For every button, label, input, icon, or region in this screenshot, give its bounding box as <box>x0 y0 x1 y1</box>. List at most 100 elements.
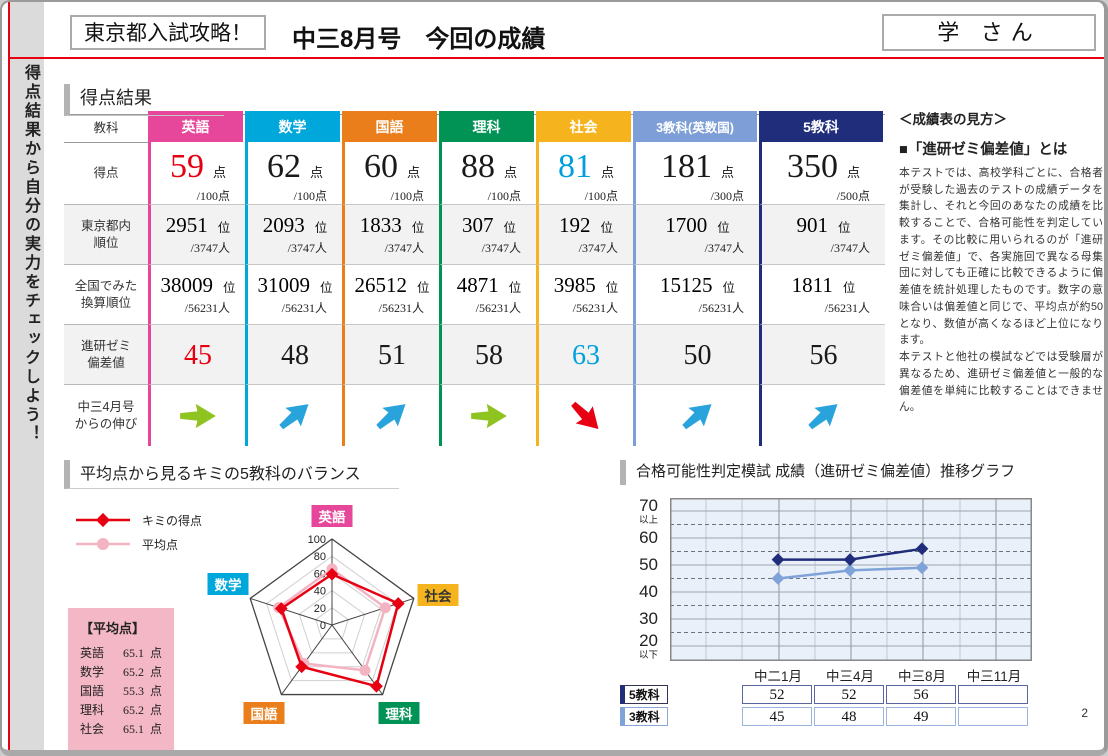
radar-point <box>370 679 383 693</box>
averages-box-title: 【平均点】 <box>80 621 146 636</box>
radar-tick-label: 80 <box>314 551 326 563</box>
rank-total: /3747人 <box>190 241 230 255</box>
trend-x-label: 中三8月 <box>897 669 947 684</box>
average-unit: 点 <box>150 646 163 660</box>
header-divider-line <box>8 57 1104 59</box>
subject-header-cell: 理科 <box>439 111 536 142</box>
radar-series-average <box>277 567 387 672</box>
score-table-cell <box>633 384 759 446</box>
rank-total: /56231人 <box>824 301 870 315</box>
radar-point <box>379 602 391 614</box>
subject-header-cell: 5教科 <box>759 111 885 142</box>
radar-axis-label-4: 国語 <box>243 702 285 724</box>
radar-chart-svg: 100 80 60 40 20 0 <box>249 534 415 696</box>
trend-table-cell: 56 <box>886 685 956 704</box>
rank-value: 307 <box>461 213 494 237</box>
trend-y-label: 60 <box>639 528 658 547</box>
trend-y-label: 40 <box>639 582 658 601</box>
rank-unit: 位 <box>411 221 425 235</box>
average-unit: 点 <box>150 684 163 698</box>
averages-box: 【平均点】 英語 65.1 点数学 65.2 点国語 55.3 点理科 65.2 点社会 65.1… <box>68 608 174 750</box>
score-value: 59 <box>169 148 204 185</box>
subject-header-cell: 英語 <box>148 111 245 142</box>
trend-table-cell: 52 <box>742 685 812 704</box>
radar-axis-label-1: 英語 <box>311 505 353 527</box>
trend-arrow-icon <box>807 403 838 429</box>
score-table-cell: 15125 位/56231人 <box>633 264 759 324</box>
score-table-cell: 307 位/3747人 <box>439 204 536 264</box>
left-sidebar-strip <box>10 2 44 750</box>
sidebar-vertical-text: 得点結果から自分の実力をチェックしよう！ <box>22 64 39 444</box>
rank-unit: 位 <box>605 281 619 295</box>
rank-value: 15125 <box>659 273 713 297</box>
trend-arrow-icon <box>681 403 712 429</box>
score-table-cell <box>342 384 439 446</box>
rank-value: 901 <box>796 213 828 237</box>
rank-total: /56231人 <box>184 301 230 315</box>
subject-header-tab: 3教科(英数国) <box>633 111 757 142</box>
score-table-cell: 63 <box>536 324 633 384</box>
balance-section-title: 平均点から見るキミの5教科のバランス <box>64 460 399 489</box>
score-table-cell: 88 点/100点 <box>439 142 536 204</box>
radar-tick-label: 100 <box>308 534 326 546</box>
score-value: 60 <box>363 148 398 185</box>
score-table-cell <box>536 384 633 446</box>
rank-value: 31009 <box>257 273 310 297</box>
rank-total: /56231人 <box>698 301 744 315</box>
score-table-cell: 59 点/100点 <box>148 142 245 204</box>
score-table-cell: 45 <box>148 324 245 384</box>
rank-unit: 位 <box>717 221 730 235</box>
trend-chart-y-axis: 70 以上 60 50 40 30 20 以下 <box>610 495 664 661</box>
radar-series-your-score <box>280 573 400 688</box>
average-row: 理科 65.2 点 <box>80 701 174 720</box>
rank-total: /56231人 <box>281 301 327 315</box>
rank-total: /3747人 <box>704 241 744 255</box>
radar-ring <box>298 589 366 654</box>
average-subject: 数学 <box>80 665 105 679</box>
subject-header-tab: 理科 <box>439 111 534 142</box>
score-unit: 点 <box>212 165 226 180</box>
rank-total: /56231人 <box>378 301 424 315</box>
trend-arrow-icon <box>471 403 507 428</box>
radar-axis-label-5: 数学 <box>207 573 249 595</box>
radar-tick-label: 20 <box>314 603 326 615</box>
average-row: 国語 55.3 点 <box>80 682 174 701</box>
averages-box-rows: 英語 65.1 点数学 65.2 点国語 55.3 点理科 65.2 点社会 65.1 点 <box>80 644 174 739</box>
score-table-cell: 1833 位/3747人 <box>342 204 439 264</box>
deviation-value: 51 <box>378 340 406 371</box>
rank-unit: 位 <box>222 281 236 295</box>
average-value: 65.1 <box>123 646 144 660</box>
radar-ring <box>265 555 399 682</box>
subject-header-cell: 3教科(英数国) <box>633 111 759 142</box>
rank-unit: 位 <box>314 221 328 235</box>
score-value: 350 <box>786 148 838 185</box>
score-table-row-label: 教科 <box>64 114 148 142</box>
left-red-accent-line <box>8 2 10 750</box>
rank-unit: 位 <box>416 281 430 295</box>
score-table-cell: 50 <box>633 324 759 384</box>
guide-paragraph-2: 本テストと他社の模試などでは受験層が異なるため、進研ゼミ偏差値と一般的な偏差値を… <box>899 351 1103 414</box>
radar-point <box>295 660 309 674</box>
rank-value: 26512 <box>354 273 407 297</box>
radar-ring <box>249 538 415 696</box>
average-row: 数学 65.2 点 <box>80 663 174 682</box>
trend-table-cell: 49 <box>886 707 956 726</box>
score-value: 181 <box>660 148 712 185</box>
score-table-cell: 1700 位/3747人 <box>633 204 759 264</box>
score-max: /100点 <box>487 189 521 203</box>
score-table-cell: 3985 位/56231人 <box>536 264 633 324</box>
average-value: 65.2 <box>123 703 144 717</box>
score-table: 教科 英語 数学 国語 理科 社会 3教科(英数国) 5教科 得点 59 点/100点 62 点/100… <box>64 111 885 446</box>
radar-tick-label: 60 <box>314 568 326 580</box>
trend-x-label: 中三4月 <box>825 669 875 684</box>
trend-table-cell <box>958 707 1028 726</box>
score-table-row-label: 全国でみた 換算順位 <box>64 264 148 324</box>
rank-unit: 位 <box>319 281 333 295</box>
radar-axis-label-3: 理科 <box>378 702 420 724</box>
rank-value: 1700 <box>665 213 708 237</box>
radar-chart: 100 80 60 40 20 0 英語 社会 理科 国語 数学 <box>202 489 472 750</box>
radar-point <box>359 664 371 676</box>
deviation-value: 50 <box>683 340 712 371</box>
trend-y-label: 70 以上 <box>638 495 658 526</box>
radar-ring <box>315 607 349 640</box>
